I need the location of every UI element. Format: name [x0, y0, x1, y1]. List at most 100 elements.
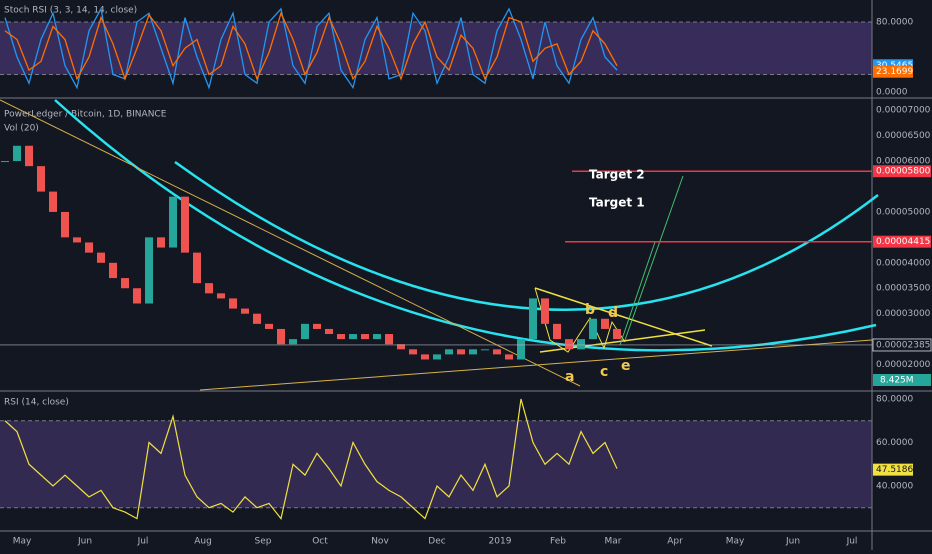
- band: [0, 420, 872, 508]
- volume-badge: [873, 374, 931, 386]
- wave-label: c: [600, 364, 608, 380]
- volume-title: Vol (20): [4, 124, 39, 134]
- candle: [373, 334, 381, 340]
- trendline: [0, 99, 581, 387]
- candle: [409, 349, 417, 355]
- candle: [85, 242, 93, 253]
- y-tick-label: 80.0000: [876, 18, 913, 28]
- trendline: [534, 287, 713, 347]
- candle: [205, 283, 213, 294]
- candle: [433, 354, 441, 360]
- value-badge: [873, 65, 913, 78]
- candle: [289, 339, 297, 345]
- candle: [277, 328, 285, 345]
- candle: [589, 318, 597, 340]
- candle: [577, 339, 585, 350]
- arc: [54, 99, 877, 352]
- candle: [457, 349, 465, 355]
- candle: [421, 354, 429, 360]
- candle: [481, 349, 489, 351]
- target-badge: [873, 235, 931, 248]
- stoch-title: Stoch RSI (3, 3, 14, 14, close): [4, 6, 137, 16]
- candle: [313, 323, 321, 329]
- arrow: [624, 175, 684, 341]
- x-tick-label: Feb: [550, 537, 566, 547]
- candle: [529, 298, 537, 340]
- target-name: Target 1: [589, 196, 645, 210]
- y-tick-label: 60.0000: [876, 438, 913, 448]
- y-tick-label: 80.0000: [876, 395, 913, 405]
- candle: [613, 328, 621, 340]
- candle: [553, 323, 561, 340]
- x-tick-label: Mar: [605, 537, 622, 547]
- candle: [121, 278, 129, 289]
- y-tick-label: 0.00006000: [876, 157, 931, 167]
- candle: [73, 237, 81, 243]
- target-price: 0.00005800: [876, 167, 931, 177]
- x-tick-label: Oct: [312, 537, 328, 547]
- wave-label: a: [565, 369, 574, 385]
- x-tick-label: Jul: [137, 537, 149, 547]
- candle: [229, 298, 237, 309]
- target-badge: [873, 165, 931, 178]
- rsi-title: RSI (14, close): [4, 398, 69, 408]
- y-tick-label: 0.00003500: [876, 284, 931, 294]
- candle: [49, 191, 57, 212]
- candle: [565, 339, 573, 350]
- x-tick-label: Sep: [255, 537, 272, 547]
- volume-label: 8.425M: [880, 376, 914, 386]
- candle: [169, 196, 177, 248]
- candle: [445, 349, 453, 355]
- rsi-line: [4, 398, 618, 520]
- band: [0, 22, 872, 75]
- candle: [265, 323, 273, 329]
- candle: [385, 334, 393, 345]
- candle: [601, 318, 609, 329]
- candle: [349, 334, 357, 340]
- x-tick-label: Dec: [428, 537, 445, 547]
- y-tick-label: 0.0000: [876, 88, 908, 98]
- candle: [133, 288, 141, 304]
- x-tick-label: Jun: [785, 537, 800, 547]
- trendline: [199, 339, 873, 391]
- x-tick-label: Apr: [667, 537, 683, 547]
- y-tick-label: 0.00002000: [876, 360, 931, 370]
- wave-label: b: [585, 302, 595, 318]
- candle: [1, 161, 9, 163]
- candle: [61, 211, 69, 238]
- value-badge: [873, 463, 913, 476]
- candle: [541, 298, 549, 324]
- y-tick-label: 0.00005000: [876, 207, 931, 217]
- candle: [13, 145, 21, 162]
- candle: [517, 339, 525, 360]
- candle: [301, 323, 309, 340]
- x-tick-label: Jun: [77, 537, 92, 547]
- target-name: Target 2: [589, 168, 645, 182]
- y-tick-label: 0.00006500: [876, 131, 931, 141]
- candle: [469, 349, 477, 355]
- candle: [193, 252, 201, 284]
- candle: [397, 344, 405, 350]
- x-tick-label: May: [13, 537, 32, 547]
- x-tick-label: May: [726, 537, 745, 547]
- y-tick-label: 0.00003000: [876, 309, 931, 319]
- x-tick-label: Jul: [846, 537, 858, 547]
- y-tick-label: 40.0000: [876, 482, 913, 492]
- candle: [25, 145, 33, 167]
- candle: [493, 349, 501, 355]
- target-price: 0.00004415: [876, 237, 930, 247]
- candle: [157, 237, 165, 248]
- y-tick-label: 0.00007000: [876, 106, 931, 116]
- candle: [253, 313, 261, 324]
- wave-label: e: [621, 358, 631, 374]
- stoch-line: [4, 6, 618, 90]
- candle: [505, 354, 513, 360]
- wave-label: d: [608, 305, 618, 321]
- current-price: 0.00002385: [876, 340, 930, 350]
- x-tick-label: Aug: [194, 537, 212, 547]
- value-label: 47.5186: [876, 465, 913, 475]
- candle: [325, 328, 333, 335]
- price-badge: [872, 338, 932, 352]
